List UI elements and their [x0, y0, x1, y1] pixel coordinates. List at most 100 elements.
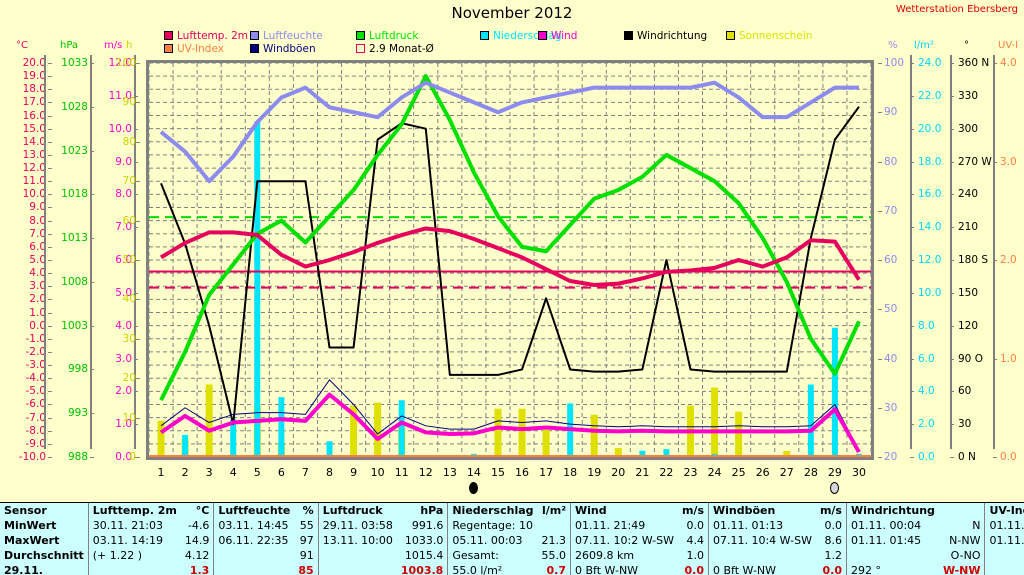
legend-luftfeuchte-label: Luftfeuchte: [263, 30, 323, 42]
table-row-label: 29.11.: [4, 564, 43, 575]
axis-temperature-tickmark: [48, 89, 52, 91]
axis-precipitation-tick: 16.0: [918, 188, 942, 201]
axis-wind-tickmark: [134, 128, 138, 130]
cell-niederschlag-label: 55.0 l/m²: [447, 563, 538, 575]
axis-humidity-tick: 20: [884, 451, 898, 463]
axis-temperature-tickmark: [48, 443, 52, 445]
axis-temperature-tick: 5.0: [29, 254, 46, 266]
day-label: 12: [418, 466, 433, 479]
axis-wind-tick: 1.0: [115, 418, 132, 431]
axis-temperature-tick: -8.0: [25, 424, 47, 437]
axis-precipitation-tickmark: [910, 358, 914, 360]
axis-sunshine-tick: 40: [122, 293, 136, 306]
chart-canvas: [149, 63, 871, 457]
legend-wind[interactable]: Wind: [538, 30, 577, 42]
sunshine-bar: [711, 387, 719, 457]
sunshine-bar: [205, 384, 213, 457]
cell-windrichtung-value: N-NW: [949, 534, 981, 547]
axis-humidity-tick: 40: [884, 352, 898, 365]
cell-windboeen-label: 0 Bft W-NW: [707, 563, 816, 575]
legend-sonnenschein[interactable]: Sonnenschein: [726, 30, 812, 42]
day-label: 14: [466, 466, 481, 479]
axis-precipitation-tick: 20.0: [918, 122, 942, 135]
axis-temperature-tick: 13.0: [22, 148, 46, 161]
axis-winddir-tick: 360 N: [958, 57, 990, 69]
cell-windrichtung-label: 292 °: [845, 563, 939, 575]
precipitation-bar: [254, 121, 261, 457]
axis-pressure-tick: 1028: [61, 100, 88, 113]
axis-uvindex-tickmark: [993, 260, 997, 261]
precipitation-bar: [831, 327, 838, 457]
day-label: 9: [350, 466, 358, 479]
legend-wind-swatch-icon: [538, 31, 547, 40]
legend-luftfeuchte[interactable]: Luftfeuchte: [250, 30, 323, 42]
axis-temperature-tickmark: [48, 417, 52, 419]
cell-windboeen-label: 01.11. 01:13: [707, 518, 816, 533]
axis-temperature-tickmark: [48, 207, 52, 209]
series-luftfeuchte: [159, 80, 859, 184]
legend-uvindex[interactable]: UV-Index: [164, 43, 224, 55]
axis-temperature-tick: 7.0: [29, 227, 46, 240]
day-label: 17: [539, 466, 554, 479]
axis-temperature-tick: 14.0: [22, 135, 46, 148]
axis-winddir-tickmark: [950, 292, 954, 294]
axis-winddir-tickmark: [950, 424, 954, 426]
series-line-luftdruck: [159, 74, 861, 401]
axis-temperature-tick: 16.0: [22, 109, 46, 122]
axis-temperature-tick: -6.0: [25, 398, 47, 411]
axis-wind-tickmark: [134, 292, 138, 294]
axis-temperature-tick: 1.0: [29, 306, 46, 319]
axis-temperature-tick: 2.0: [29, 293, 46, 306]
axis-temperature-tickmark: [48, 168, 52, 170]
axis-winddir-tickmark: [950, 194, 954, 196]
axis-wind-tick: 7.0: [115, 221, 132, 234]
legend-luftdruck[interactable]: Luftdruck: [356, 30, 418, 42]
axis-pressure-tick: 1013: [61, 232, 88, 245]
cell-niederschlag-label: 05.11. 00:03: [447, 533, 538, 548]
legend-niederschlag-swatch-icon: [480, 31, 489, 40]
cell-niederschlag-label: Gesamt:: [447, 548, 538, 563]
cell-luftdruck-value: 991.6: [411, 519, 444, 532]
axis-humidity-tickmark: [878, 309, 882, 311]
cell-luftfeuchte-value: 97: [299, 534, 314, 547]
axis-uvindex-unit: UV-I: [998, 40, 1019, 51]
legend-wind-label: Wind: [551, 30, 578, 42]
axis-wind-tick: 10.0: [108, 122, 132, 135]
axis-winddir-tick: 240: [958, 188, 979, 201]
cell-luftdruck-label: Luftdruck: [317, 503, 397, 518]
cell-uvindex-label: 01.11. 00:00: [984, 518, 1024, 533]
cell-wind-label: Wind: [570, 503, 678, 518]
axis-winddir-tickmark: [950, 457, 954, 458]
precipitation-bar: [278, 397, 285, 457]
legend-windboeen[interactable]: Windböen: [250, 43, 316, 55]
axis-uvindex: UV-I 4.0 3.0 2.0 1.0 0.0: [993, 40, 1024, 465]
sunshine-bar: [374, 402, 382, 457]
axis-precipitation-tick: 14.0: [918, 221, 942, 234]
cell-niederschlag-label: Niederschlag: [447, 503, 538, 518]
day-label: 26: [755, 466, 770, 479]
cell-lufttemp-value: -4.6: [187, 519, 210, 532]
axis-humidity-tickmark: [878, 112, 882, 114]
legend-windrichtung[interactable]: Windrichtung: [624, 30, 707, 42]
axis-winddir-tickmark: [950, 260, 954, 261]
cell-wind-value: 4.4: [686, 534, 705, 547]
axis-precipitation-tickmark: [910, 391, 914, 393]
axis-sunshine-tick: 100: [115, 57, 136, 69]
table-row: 29.11. 1.3 85 1003.8 55.0 l/m² 0.7 0 Bft W-NW 0…: [0, 563, 1024, 575]
cell-windboeen-label: [707, 548, 816, 563]
axis-sunshine-unit: h: [126, 40, 133, 51]
day-label: 22: [659, 466, 674, 479]
axis-temperature-tickmark: [48, 141, 52, 143]
axis-precipitation-tickmark: [910, 161, 914, 163]
axis-sunshine-tickmark: [136, 260, 140, 261]
axis-sunshine-tickmark: [136, 338, 140, 340]
day-label: 28: [803, 466, 818, 479]
cell-windrichtung-value: N: [972, 519, 981, 532]
axis-temperature-tickmark: [48, 260, 52, 261]
cell-windboeen-value: 8.6: [824, 534, 842, 547]
legend-lufttemp[interactable]: Lufttemp. 2m: [164, 30, 248, 42]
moon-glyph: [469, 482, 479, 494]
cell-luftfeuchte-value: 55: [299, 519, 314, 532]
legend-monatsmittel[interactable]: 2.9 Monat-Ø: [356, 43, 434, 55]
axis-wind-tick: 12.0: [108, 57, 132, 69]
